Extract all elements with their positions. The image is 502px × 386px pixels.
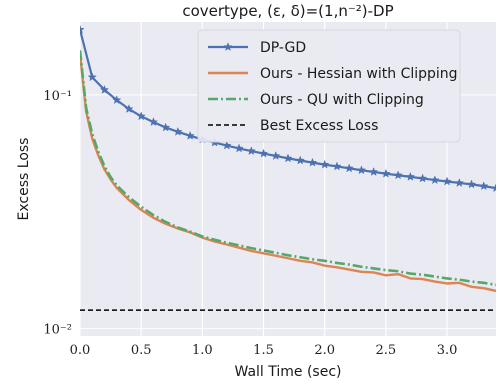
- chart-title: covertype, (ε, δ)=(1,n⁻²)-DP: [182, 2, 393, 20]
- data-point-star: [87, 72, 97, 82]
- x-tick-label: 2.5: [376, 343, 397, 358]
- tick-labels: 0.0 0.5 1.0 1.5 2.0 2.5 3.0 10⁻¹ 10⁻²: [43, 89, 457, 358]
- data-point-star: [112, 95, 122, 105]
- data-point-star: [454, 178, 464, 187]
- data-point-star: [160, 122, 171, 132]
- data-point-star: [307, 157, 318, 167]
- y-tick-label: 10⁻¹: [43, 89, 72, 104]
- data-point-star: [479, 181, 489, 191]
- legend: DP-GD Ours - Hessian with Clipping Ours - …: [197, 29, 461, 143]
- series-2: [80, 50, 496, 287]
- x-tick-label: 0.5: [131, 343, 152, 358]
- series-line: [80, 50, 496, 287]
- legend-box: [197, 29, 461, 143]
- series-1: [80, 53, 496, 293]
- data-point-star: [148, 117, 159, 127]
- legend-entry-label: Best Excess Loss: [260, 118, 378, 134]
- y-axis-label: Excess Loss: [16, 138, 32, 221]
- data-point-star: [246, 146, 256, 156]
- x-tick-label: 1.5: [253, 343, 274, 358]
- data-point-star: [258, 148, 269, 158]
- data-point-star: [124, 104, 134, 113]
- data-point-star: [417, 173, 428, 183]
- series-lines: [80, 24, 496, 311]
- data-point-star: [136, 111, 146, 121]
- data-point-star: [344, 163, 354, 173]
- legend-entry-label: Ours - QU with Clipping: [260, 92, 424, 108]
- legend-entry-label: Ours - Hessian with Clipping: [260, 66, 458, 82]
- legend-entry-label: DP-GD: [260, 40, 306, 56]
- data-point-star: [356, 165, 367, 175]
- data-point-star: [173, 126, 183, 136]
- x-tick-label: 0.0: [70, 343, 91, 358]
- data-point-star: [368, 167, 379, 176]
- data-point-star: [234, 143, 244, 153]
- series-0: [80, 24, 496, 193]
- data-point-star: [393, 170, 403, 180]
- data-point-star: [491, 183, 496, 193]
- x-axis-label: Wall Time (sec): [235, 364, 342, 380]
- data-point-star: [381, 168, 391, 178]
- data-point-star: [430, 175, 440, 185]
- data-point-star: [405, 171, 416, 181]
- data-point-star: [442, 176, 452, 186]
- x-tick-label: 2.0: [314, 343, 335, 358]
- data-point-star: [320, 159, 330, 169]
- data-point-star: [332, 161, 342, 171]
- x-tick-label: 3.0: [437, 343, 458, 358]
- data-point-star: [80, 24, 85, 34]
- data-point-star: [99, 85, 110, 94]
- data-point-star: [466, 179, 477, 189]
- x-tick-label: 1.0: [192, 343, 213, 358]
- y-tick-label: 10⁻²: [43, 323, 72, 338]
- data-point-star: [283, 153, 293, 163]
- data-point-star: [295, 155, 305, 165]
- legend-marker-star: [223, 42, 233, 51]
- data-point-star: [271, 151, 281, 160]
- data-point-star: [185, 130, 195, 140]
- data-point-star: [222, 140, 232, 150]
- series-line: [80, 53, 496, 293]
